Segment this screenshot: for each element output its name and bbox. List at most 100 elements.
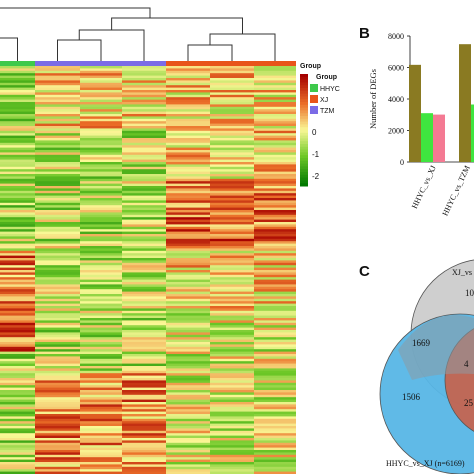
heatmap-cell xyxy=(254,138,296,141)
heatmap-cell xyxy=(80,166,122,170)
heatmap-cell xyxy=(210,90,254,93)
heatmap-cell xyxy=(166,178,210,182)
heatmap-cell xyxy=(254,174,296,177)
heatmap-cell xyxy=(122,150,166,153)
heatmap-cell xyxy=(0,337,35,340)
heatmap-cell xyxy=(122,159,166,163)
heatmap-cell xyxy=(0,200,35,204)
heatmap-cell xyxy=(254,114,296,117)
heatmap-cell xyxy=(210,202,254,206)
heatmap-cell xyxy=(254,130,296,134)
heatmap-cell xyxy=(254,452,296,456)
heatmap-cell xyxy=(210,387,254,391)
heatmap-cell xyxy=(254,315,296,319)
heatmap-cell xyxy=(0,402,35,405)
heatmap-cell xyxy=(35,330,80,333)
heatmap-cell xyxy=(122,171,166,175)
heatmap-cell xyxy=(122,320,166,324)
heatmap-cell xyxy=(166,123,210,127)
heatmap-cell xyxy=(122,114,166,117)
heatmap-cell xyxy=(80,116,122,120)
heatmap-cell xyxy=(80,409,122,412)
heatmap-cell xyxy=(166,246,210,249)
heatmap-cell xyxy=(80,380,122,384)
heatmap-cell xyxy=(210,70,254,74)
heatmap-cell xyxy=(166,356,210,360)
heatmap-cell xyxy=(210,214,254,218)
heatmap-cell xyxy=(210,440,254,444)
heatmap-cell xyxy=(35,78,80,81)
heatmap-cell xyxy=(0,70,35,74)
heatmap-cell xyxy=(166,414,210,417)
heatmap-cell xyxy=(210,452,254,456)
heatmap-cell xyxy=(35,298,80,302)
heatmap-cell xyxy=(35,138,80,141)
heatmap-cell xyxy=(254,308,296,312)
heatmap-cell xyxy=(0,202,35,206)
heatmap-cell xyxy=(254,277,296,280)
heatmap-cell xyxy=(122,78,166,81)
heatmap-cell xyxy=(80,210,122,213)
heatmap-cell xyxy=(254,75,296,79)
heatmap-cell xyxy=(0,222,35,225)
heatmap-cell xyxy=(166,358,210,362)
heatmap-cell xyxy=(254,332,296,336)
legend-swatch-tzm xyxy=(310,106,318,114)
heatmap-cell xyxy=(35,140,80,144)
heatmap-cell xyxy=(254,186,296,189)
heatmap-cell xyxy=(35,236,80,240)
heatmap-cell xyxy=(122,164,166,168)
heatmap-cell xyxy=(122,238,166,242)
heatmap-cell xyxy=(35,147,80,151)
heatmap-cell xyxy=(254,183,296,187)
heatmap-cell xyxy=(80,332,122,336)
heatmap-cell xyxy=(254,423,296,427)
heatmap-cell xyxy=(0,387,35,391)
heatmap-cell xyxy=(166,198,210,201)
heatmap-cell xyxy=(210,375,254,379)
heatmap-cell xyxy=(0,267,35,271)
heatmap-cell xyxy=(35,188,80,192)
heatmap-cell xyxy=(0,104,35,108)
scale-bar-step xyxy=(300,172,308,176)
heatmap-cell xyxy=(166,75,210,79)
heatmap-cell xyxy=(80,212,122,216)
heatmap-cell xyxy=(80,322,122,326)
heatmap-cell xyxy=(166,421,210,424)
y-tick-label: 4000 xyxy=(388,95,404,104)
heatmap-cell xyxy=(210,421,254,424)
heatmap-cell xyxy=(122,126,166,129)
heatmap-cell xyxy=(166,447,210,451)
heatmap-cell xyxy=(35,253,80,256)
heatmap-cell xyxy=(254,368,296,372)
x-tick-label: HHYC_vs_TZM xyxy=(441,164,472,217)
heatmap-cell xyxy=(166,152,210,156)
heatmap-cell xyxy=(0,250,35,254)
heatmap-cell xyxy=(210,195,254,199)
heatmap-cell xyxy=(210,123,254,127)
heatmap-cell xyxy=(254,154,296,158)
heatmap-cell xyxy=(254,394,296,398)
heatmap-cell xyxy=(254,128,296,132)
heatmap-cell xyxy=(35,111,80,115)
heatmap-cell xyxy=(35,426,80,429)
heatmap-cell xyxy=(80,452,122,456)
heatmap-cell xyxy=(80,126,122,129)
heatmap-cell xyxy=(254,327,296,331)
heatmap-cell xyxy=(0,342,35,345)
heatmap-cell xyxy=(122,198,166,201)
scale-tick-label: -2 xyxy=(312,172,320,181)
heatmap-cell xyxy=(166,106,210,110)
heatmap-cell xyxy=(35,296,80,300)
heatmap-cell xyxy=(80,231,122,235)
heatmap-cell xyxy=(166,217,210,220)
heatmap-cell xyxy=(166,236,210,240)
heatmap-cell xyxy=(80,277,122,280)
heatmap-cell xyxy=(80,402,122,405)
heatmap-cell xyxy=(254,135,296,139)
group-bar-xj xyxy=(35,61,166,66)
heatmap-cell xyxy=(210,164,254,168)
heatmap-cell xyxy=(0,296,35,300)
heatmap-cell xyxy=(0,265,35,268)
heatmap-cell xyxy=(122,294,166,297)
